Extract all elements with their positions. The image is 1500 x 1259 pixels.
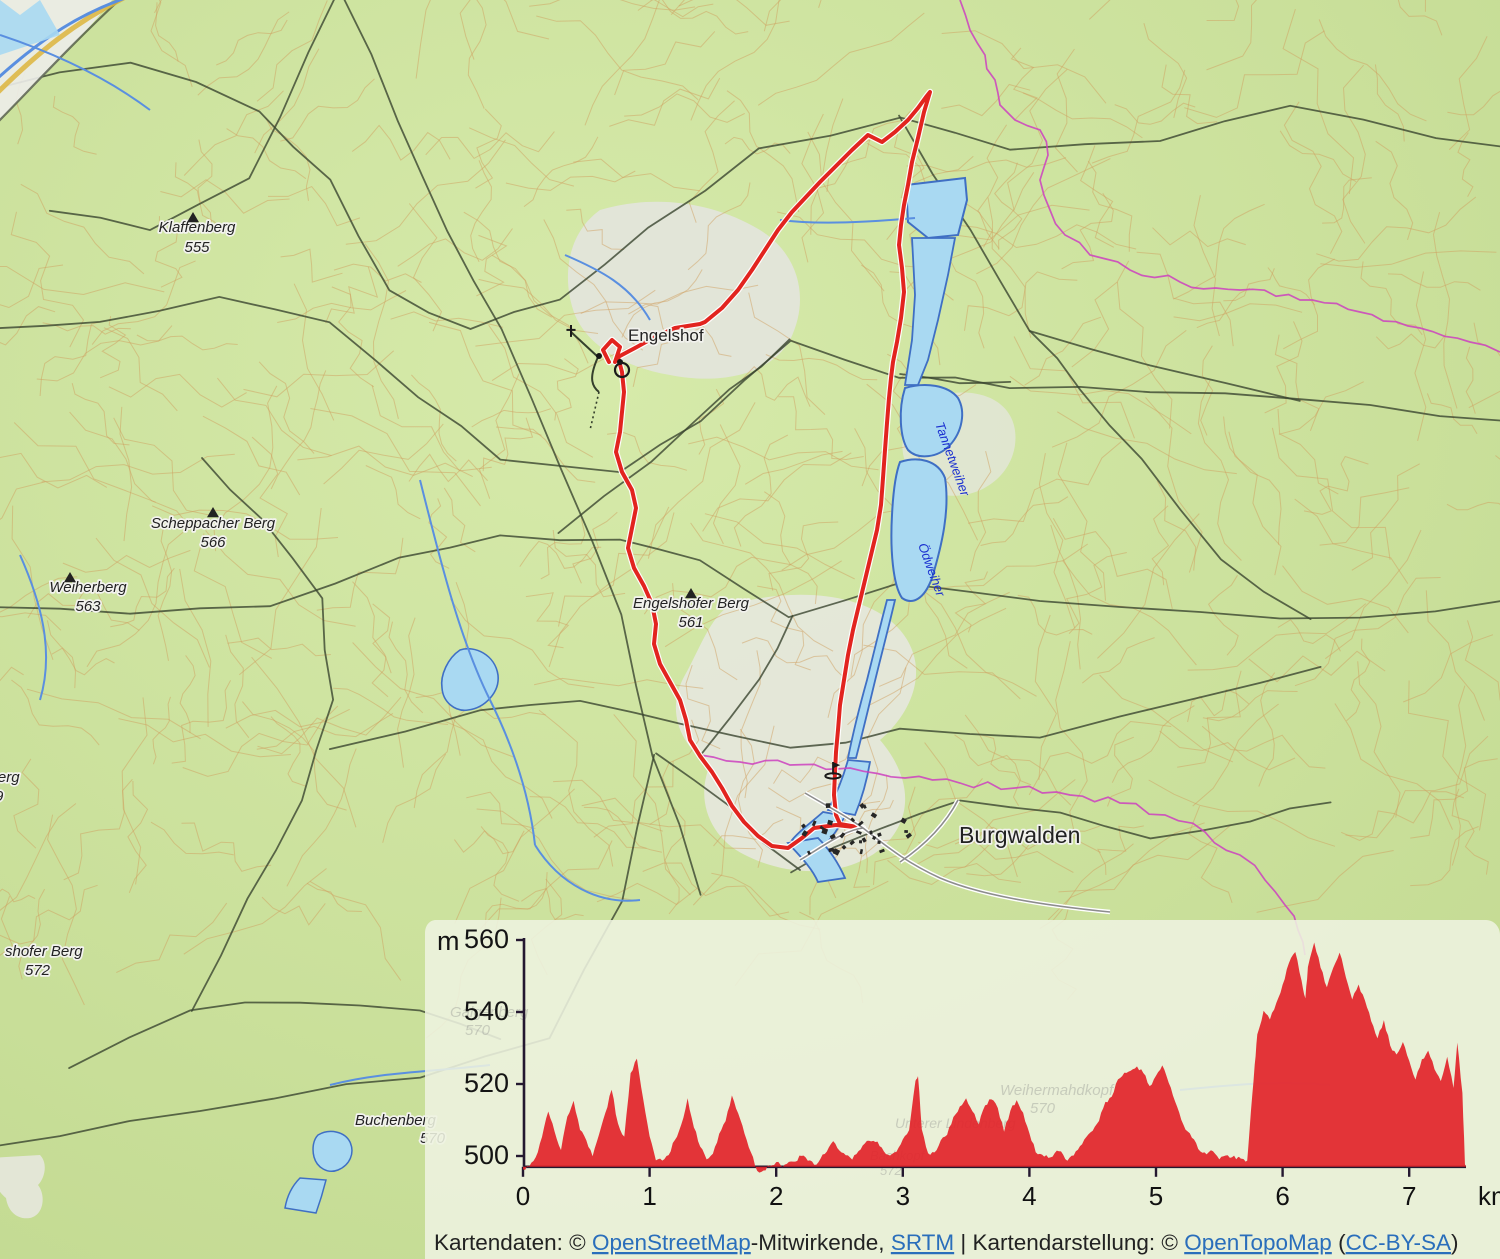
svg-text:540: 540 <box>464 996 509 1026</box>
svg-text:566: 566 <box>200 534 226 551</box>
svg-text:7: 7 <box>1402 1181 1416 1211</box>
svg-text:Burgwalden: Burgwalden <box>959 822 1080 848</box>
svg-text:m: m <box>437 926 460 956</box>
svg-text:4: 4 <box>1022 1181 1036 1211</box>
svg-text:6: 6 <box>1275 1181 1289 1211</box>
svg-text:Kartendaten: © OpenStreetMap-M: Kartendaten: © OpenStreetMap-Mitwirkende… <box>434 1230 1459 1255</box>
svg-text:Weihermahdkopf: Weihermahdkopf <box>1000 1082 1115 1099</box>
svg-text:0: 0 <box>516 1181 530 1211</box>
svg-text:570: 570 <box>1030 1100 1056 1117</box>
svg-text:520: 520 <box>464 1068 509 1098</box>
svg-text:km: km <box>1478 1181 1500 1211</box>
svg-text:2: 2 <box>769 1181 783 1211</box>
svg-text:1: 1 <box>642 1181 656 1211</box>
svg-text:Engelshof: Engelshof <box>628 326 704 345</box>
svg-text:5: 5 <box>1149 1181 1163 1211</box>
svg-text:560: 560 <box>464 924 509 954</box>
svg-text:er Berg: er Berg <box>0 769 20 786</box>
svg-text:555: 555 <box>184 239 210 256</box>
svg-text:Weiherberg: Weiherberg <box>49 579 127 596</box>
svg-text:Scheppacher Berg: Scheppacher Berg <box>151 515 276 532</box>
svg-text:500: 500 <box>464 1140 509 1170</box>
svg-text:561: 561 <box>678 614 703 631</box>
svg-text:Buchenberg: Buchenberg <box>355 1112 437 1129</box>
svg-text:3: 3 <box>896 1181 910 1211</box>
svg-text:572: 572 <box>25 962 51 979</box>
svg-text:shofer Berg: shofer Berg <box>5 943 83 960</box>
svg-text:563: 563 <box>75 598 101 615</box>
